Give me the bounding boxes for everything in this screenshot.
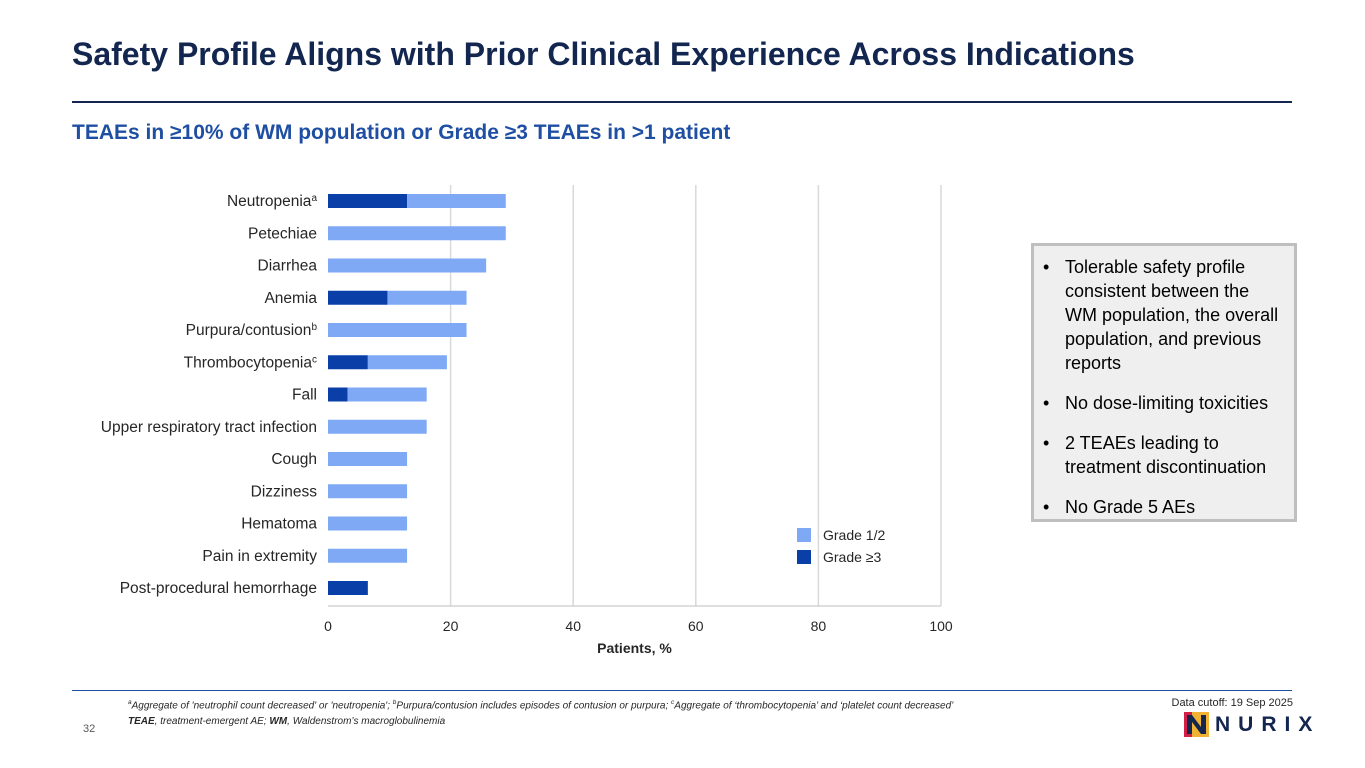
bar-grade-1-2 [328, 419, 427, 434]
bullet-icon: • [1043, 497, 1050, 517]
bar-grade-3-plus [328, 581, 368, 595]
bullet-icon: • [1043, 257, 1050, 277]
bar-grade-3-plus [328, 194, 408, 208]
x-tick-label: 40 [565, 618, 581, 634]
y-category-label: Anemia [264, 290, 317, 307]
y-category-label: Purpura/contusionb [186, 322, 318, 340]
footnote-definitions: aAggregate of 'neutrophil count decrease… [128, 699, 954, 712]
y-category-label: Hematoma [241, 516, 317, 533]
nurix-logo-mark-icon [1184, 712, 1209, 737]
summary-bullet: • Tolerable safety profile consistent bet… [1042, 255, 1286, 375]
bullet-text: No dose-limiting toxicities [1065, 393, 1269, 413]
bullet-text: 2 TEAEs leading to treatment discontinua… [1065, 433, 1267, 477]
footer-divider [72, 690, 1292, 691]
y-category-label: Dizziness [251, 483, 318, 500]
bar-grade-1-2 [387, 290, 467, 305]
x-tick-label: 80 [811, 618, 827, 634]
y-category-label: Diarrhea [258, 258, 318, 275]
y-category-label: Fall [292, 387, 317, 404]
x-tick-label: 20 [443, 618, 459, 634]
bullet-text: Tolerable safety profile consistent betw… [1065, 257, 1279, 373]
bullet-icon: • [1043, 393, 1050, 413]
bar-grade-1-2 [328, 323, 467, 337]
footnote-abbreviations: TEAE, treatment-emergent AE; WM, Waldens… [128, 716, 446, 727]
y-category-label: Upper respiratory tract infection [101, 419, 317, 436]
y-category-label: Pain in extremity [202, 548, 317, 565]
logo-wordmark: NURIX [1215, 712, 1321, 736]
legend-swatch [797, 528, 811, 542]
y-category-label: Thrombocytopeniac [184, 354, 317, 372]
bar-grade-3-plus [328, 290, 388, 305]
bar-grade-3-plus [328, 355, 368, 370]
bar-grade-1-2 [347, 387, 427, 402]
x-tick-label: 0 [324, 618, 332, 634]
legend-label: Grade ≥3 [823, 549, 881, 565]
bar-grade-1-2 [328, 226, 506, 241]
bar-grade-1-2 [407, 194, 506, 208]
bar-grade-1-2 [328, 484, 408, 499]
teae-bar-chart: 0 20 40 60 80 100 Patients, % Neutropeniaa Petec… [101, 185, 953, 656]
summary-bullet: • No Grade 5 AEs [1042, 495, 1286, 519]
nurix-logo: NURIX [1184, 712, 1320, 737]
y-category-label: Neutropeniaa [227, 193, 317, 211]
bar-grade-3-plus [328, 387, 348, 402]
bullet-icon: • [1043, 433, 1050, 453]
x-axis-title: Patients, % [597, 640, 672, 656]
summary-bullet-list: • Tolerable safety profile consistent bet… [1042, 255, 1286, 519]
y-category-label: Cough [271, 451, 317, 468]
summary-callout-box: • Tolerable safety profile consistent bet… [1031, 243, 1297, 522]
bar-grade-1-2 [367, 355, 447, 370]
page-number: 32 [83, 723, 96, 735]
bar-grade-1-2 [328, 452, 408, 466]
bar-grade-1-2 [328, 516, 408, 531]
legend-label: Grade 1/2 [823, 527, 885, 543]
title-divider [72, 101, 1292, 103]
bullet-text: No Grade 5 AEs [1065, 497, 1196, 517]
summary-bullet: • No dose-limiting toxicities [1042, 391, 1286, 415]
bar-grade-1-2 [328, 548, 408, 563]
chart-subtitle: TEAEs in ≥10% of WM population or Grade … [72, 121, 731, 144]
x-tick-label: 100 [929, 618, 953, 634]
page-title: Safety Profile Aligns with Prior Clinica… [72, 36, 1135, 72]
y-category-label: Post-procedural hemorrhage [120, 580, 317, 597]
x-tick-label: 60 [688, 618, 704, 634]
y-category-label: Petechiae [248, 225, 317, 242]
summary-bullet: • 2 TEAEs leading to treatment discontinu… [1042, 431, 1286, 479]
bar-grade-1-2 [328, 258, 487, 273]
data-cutoff-note: Data cutoff: 19 Sep 2025 [1171, 697, 1294, 709]
legend-swatch [797, 550, 811, 564]
